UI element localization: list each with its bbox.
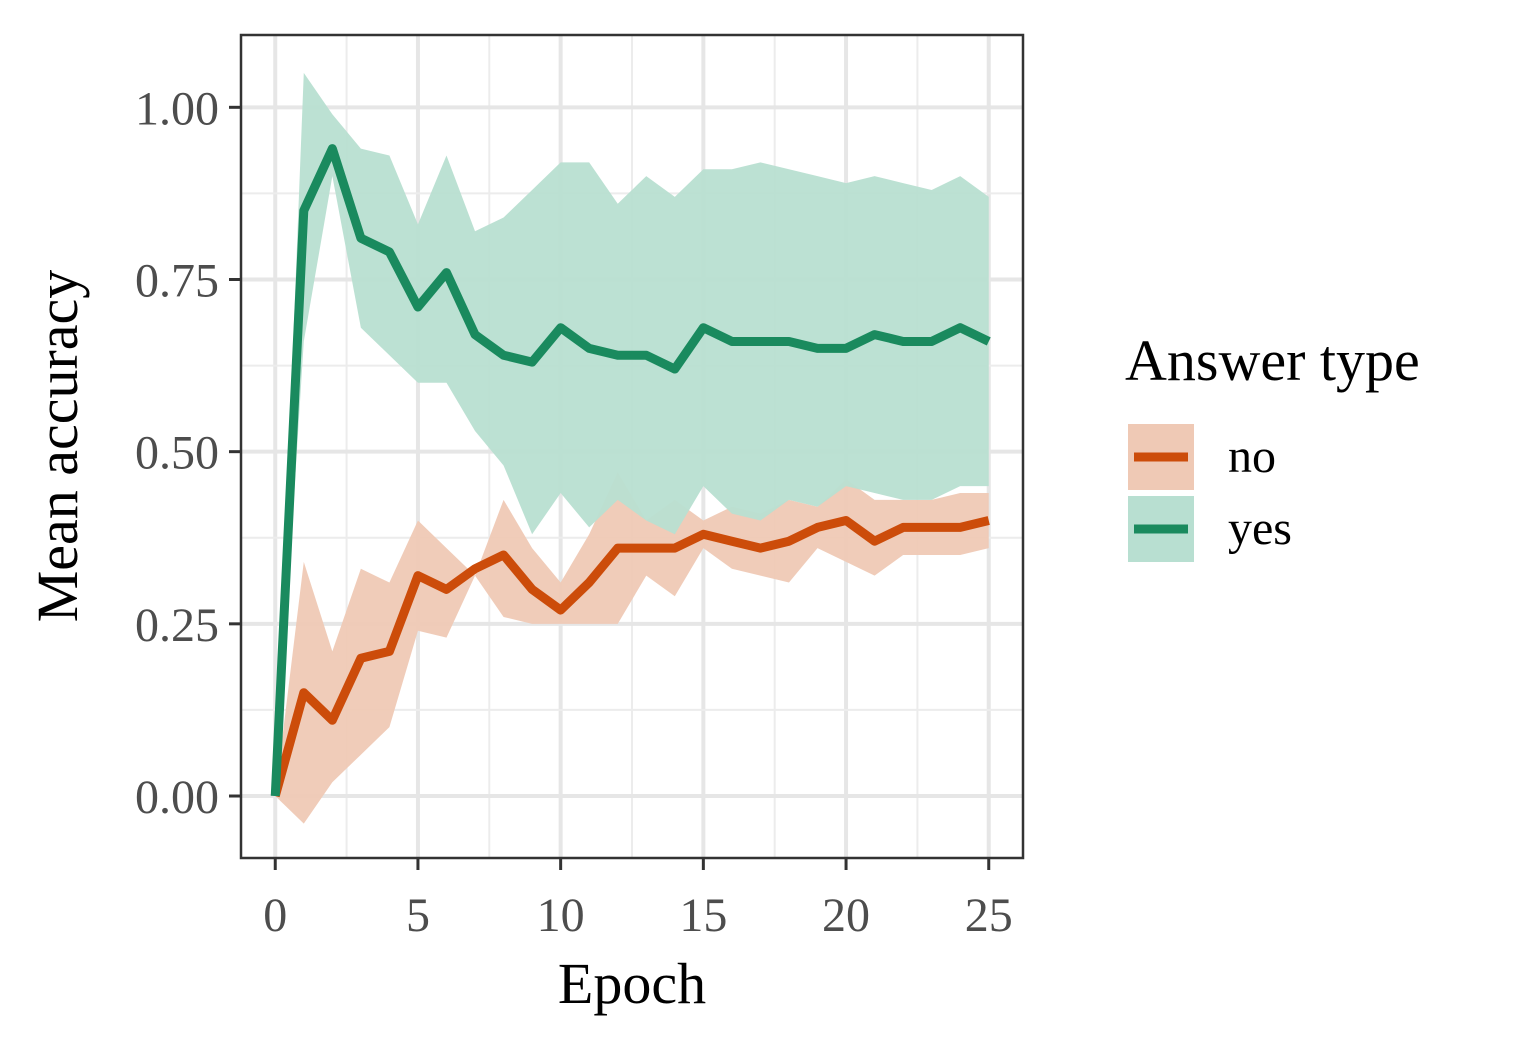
legend: Answer type no yes	[1125, 328, 1420, 562]
x-tick-label: 15	[679, 889, 727, 942]
plot-panel-border	[239, 33, 1025, 860]
series-lines	[270, 144, 991, 798]
y-axis-title: Mean accuracy	[25, 270, 90, 623]
x-tick-label: 10	[537, 889, 585, 942]
confidence-ribbons	[275, 72, 989, 824]
x-tick-label: 25	[965, 889, 1013, 942]
y-tick-label: 0.75	[135, 254, 219, 307]
ribbon-yes	[275, 72, 989, 797]
legend-title: Answer type	[1125, 328, 1420, 393]
line-no	[270, 516, 990, 798]
legend-label-yes: yes	[1228, 502, 1292, 555]
legend-label-no: no	[1228, 430, 1276, 483]
x-tick-label: 20	[822, 889, 870, 942]
x-tick-label: 5	[406, 889, 430, 942]
x-tick-label: 0	[263, 889, 287, 942]
axis-ticks: 0 5 10 15 20 25 0.00 0.25 0.50 0.75 1.00	[135, 82, 1013, 942]
x-axis-title: Epoch	[558, 951, 706, 1016]
line-yes	[270, 144, 991, 797]
y-tick-label: 0.50	[135, 427, 219, 480]
y-tick-label: 0.00	[135, 771, 219, 824]
y-tick-label: 1.00	[135, 82, 219, 135]
y-tick-label: 0.25	[135, 599, 219, 652]
ribbon-no	[275, 472, 989, 824]
